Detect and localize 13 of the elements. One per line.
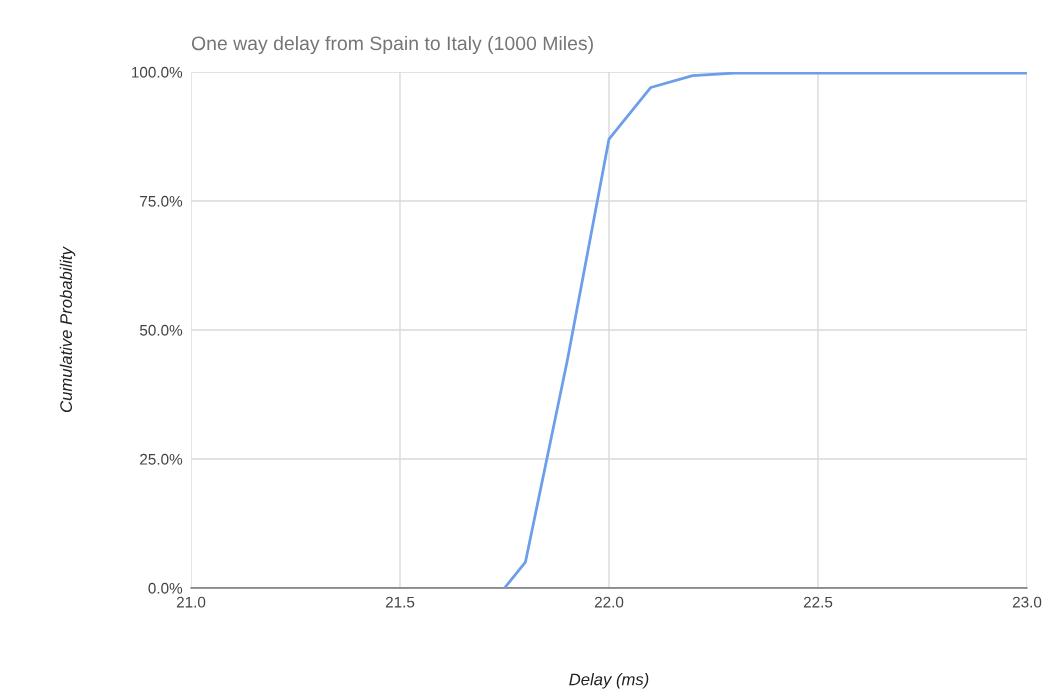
y-tick-label: 75.0% — [140, 195, 183, 207]
x-tick-label: 22.5 — [803, 596, 833, 608]
x-tick-label: 21.5 — [385, 596, 415, 608]
x-tick-label: 23.0 — [1012, 596, 1042, 608]
y-tick-label: 50.0% — [139, 324, 183, 336]
x-tick-label: 22.0 — [594, 596, 624, 608]
x-tick-label: 21.0 — [176, 596, 206, 608]
y-tick-label: 100.0% — [132, 66, 183, 78]
y-tick-label: 0.0% — [148, 582, 183, 594]
y-tick-label: 25.0% — [140, 453, 183, 465]
y-axis-title: Cumulative Probability — [59, 246, 76, 412]
x-axis-title: Delay (ms) — [569, 673, 649, 689]
chart-title: One way delay from Spain to Italy (1000 Miles) — [191, 35, 593, 55]
